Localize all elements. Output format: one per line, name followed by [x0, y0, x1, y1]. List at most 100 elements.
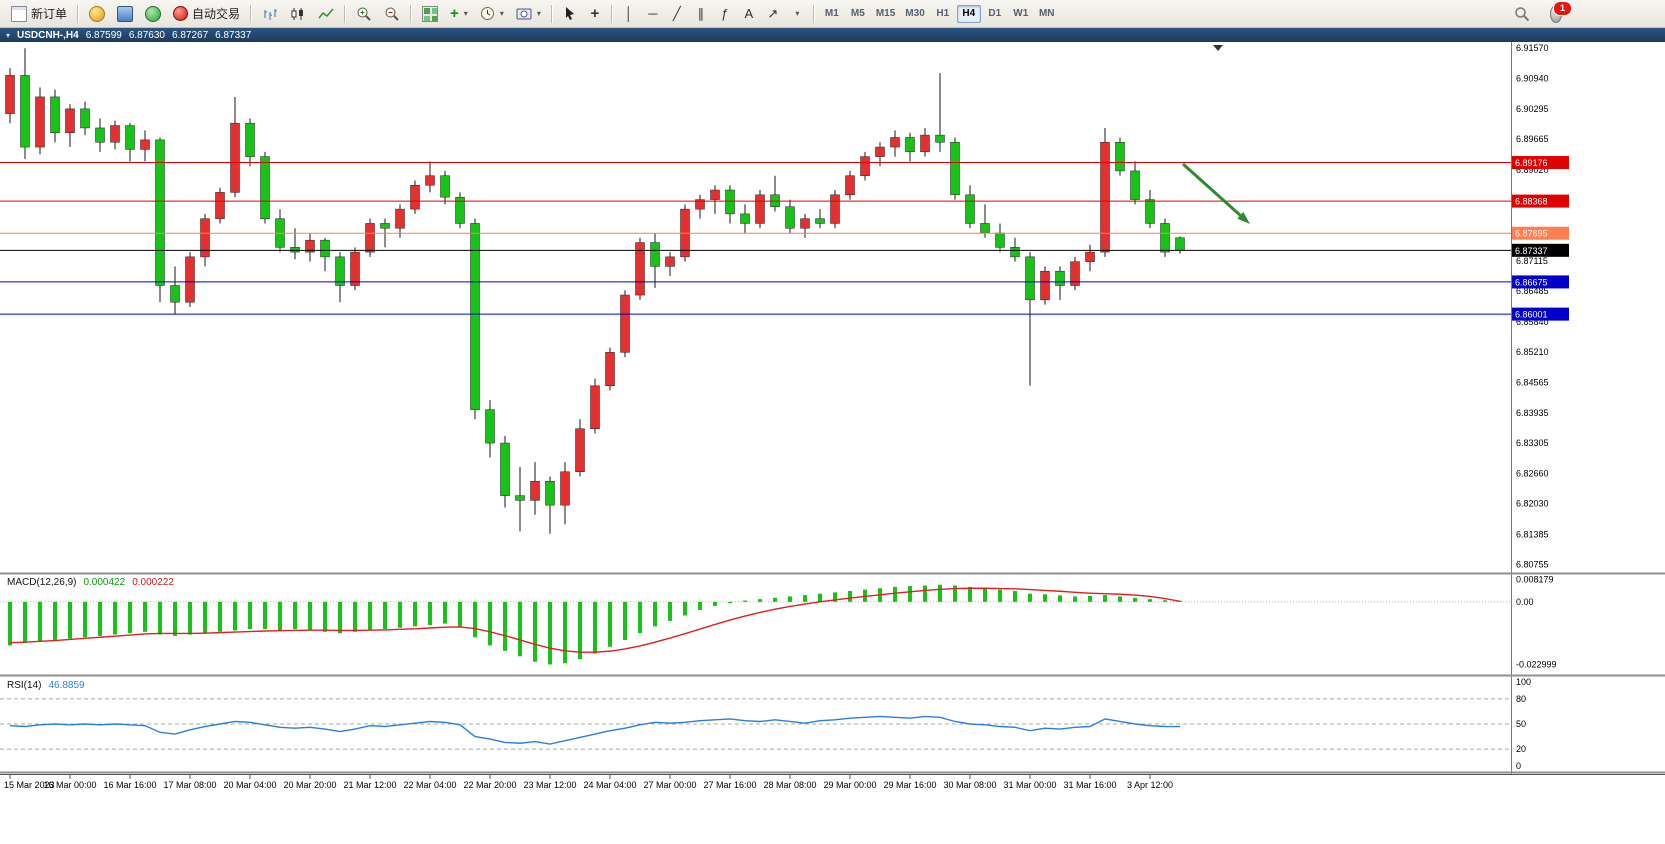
trendline-tool-button[interactable]: ╱ — [666, 3, 688, 25]
svg-text:6.86675: 6.86675 — [1515, 277, 1548, 287]
timeframe-m15[interactable]: M15 — [872, 5, 899, 23]
svg-text:6.80755: 6.80755 — [1516, 560, 1549, 570]
svg-text:6.86001: 6.86001 — [1515, 310, 1548, 320]
new-order-label: 新订单 — [31, 7, 68, 21]
svg-text:31 Mar 16:00: 31 Mar 16:00 — [1063, 780, 1116, 790]
svg-text:20 Mar 04:00: 20 Mar 04:00 — [223, 780, 276, 790]
template-button[interactable]: ▾ — [511, 3, 546, 25]
toolbar-separator — [610, 4, 613, 23]
svg-text:6.83305: 6.83305 — [1516, 438, 1549, 448]
timeframe-h4[interactable]: H4 — [956, 4, 981, 23]
period-button[interactable]: ▾ — [475, 3, 509, 25]
horizontal-line-icon: ─ — [648, 6, 658, 21]
zoom-out-button[interactable] — [379, 3, 405, 25]
svg-text:22 Mar 20:00: 22 Mar 20:00 — [463, 780, 516, 790]
toolbar-separator — [812, 4, 815, 23]
timeframe-w1[interactable]: W1 — [1009, 5, 1033, 23]
tile-windows-icon — [422, 5, 439, 22]
horizontal-line-tool-button[interactable]: ─ — [642, 3, 664, 25]
svg-text:16 Mar 00:00: 16 Mar 00:00 — [43, 780, 96, 790]
notifications-button[interactable]: 1 — [1545, 0, 1572, 24]
svg-text:6.84565: 6.84565 — [1516, 378, 1549, 388]
market-watch-button[interactable] — [84, 3, 110, 25]
toolbar-separator — [410, 4, 413, 23]
svg-text:6.81385: 6.81385 — [1516, 530, 1549, 540]
timeframe-m1[interactable]: M1 — [820, 5, 844, 23]
data-window-icon — [117, 5, 134, 22]
new-chart-button[interactable]: + ▾ — [445, 3, 473, 25]
channel-tool-button[interactable]: ∥ — [690, 3, 712, 25]
candles-layer — [5, 48, 1185, 534]
arrows-tool-button[interactable]: ↗ — [762, 3, 784, 25]
timeframe-m30[interactable]: M30 — [901, 5, 928, 23]
timeframe-h1[interactable]: H1 — [931, 5, 955, 23]
plus-icon: + — [450, 5, 459, 22]
crosshair-tool-button[interactable]: + — [584, 3, 606, 25]
ohlc-open: 6.87599 — [85, 29, 122, 41]
chart-candles-button[interactable] — [285, 3, 311, 25]
autotrading-icon — [173, 6, 189, 21]
svg-text:6.90295: 6.90295 — [1516, 104, 1549, 114]
zoom-in-button[interactable] — [351, 3, 377, 25]
toolbar-separator — [77, 4, 80, 23]
text-tool-button[interactable]: A — [738, 3, 760, 25]
svg-text:6.89020: 6.89020 — [1516, 165, 1549, 175]
vertical-line-tool-button[interactable]: │ — [618, 3, 640, 25]
chart-bars-button[interactable] — [257, 3, 283, 25]
collapse-icon: ▾ — [6, 30, 11, 40]
svg-text:0.008179: 0.008179 — [1516, 575, 1554, 585]
autotrading-label: 自动交易 — [192, 7, 241, 21]
chevron-down-icon: ▾ — [499, 9, 504, 18]
svg-text:29 Mar 16:00: 29 Mar 16:00 — [883, 780, 936, 790]
svg-text:80: 80 — [1516, 694, 1526, 704]
vertical-line-icon: │ — [624, 6, 633, 21]
ohlc-close: 6.87337 — [215, 29, 252, 41]
cursor-tool-button[interactable] — [558, 3, 582, 25]
timeframe-d1[interactable]: D1 — [983, 5, 1007, 23]
bar-chart-icon — [264, 8, 278, 20]
timeframe-m5[interactable]: M5 — [846, 5, 870, 23]
data-window-button[interactable] — [112, 3, 138, 25]
new-order-icon — [11, 5, 27, 22]
chart-line-button[interactable] — [313, 3, 339, 25]
ohlc-high: 6.87630 — [128, 29, 165, 41]
svg-text:6.90940: 6.90940 — [1516, 73, 1549, 83]
svg-text:100: 100 — [1516, 677, 1531, 687]
more-tools-button[interactable]: ▾ — [786, 3, 808, 25]
navigator-button[interactable] — [140, 3, 166, 25]
search-button[interactable] — [1509, 3, 1535, 25]
navigator-icon — [145, 5, 162, 22]
new-order-button[interactable]: 新订单 — [6, 3, 72, 25]
candlestick-chart-icon — [291, 7, 304, 20]
chart-symbol-title: USDCNH-,H4 — [17, 29, 79, 41]
svg-text:6.83935: 6.83935 — [1516, 408, 1549, 418]
chart-shift-marker — [1213, 45, 1223, 51]
svg-text:31 Mar 00:00: 31 Mar 00:00 — [1003, 780, 1056, 790]
tile-windows-button[interactable] — [417, 3, 443, 25]
svg-text:27 Mar 16:00: 27 Mar 16:00 — [703, 780, 756, 790]
cursor-icon — [565, 7, 574, 20]
notification-badge: 1 — [1553, 0, 1572, 16]
toolbar-separator — [250, 4, 253, 23]
fibonacci-tool-button[interactable]: ƒ — [714, 3, 736, 25]
market-watch-icon — [89, 5, 106, 22]
chevron-down-icon: ▾ — [463, 9, 468, 18]
svg-text:27 Mar 00:00: 27 Mar 00:00 — [643, 780, 696, 790]
svg-text:6.89665: 6.89665 — [1516, 134, 1549, 144]
search-icon — [1515, 6, 1530, 21]
svg-text:3 Apr 12:00: 3 Apr 12:00 — [1127, 780, 1173, 790]
svg-text:6.85210: 6.85210 — [1516, 347, 1549, 357]
chart-titlebar[interactable]: ▾ USDCNH-,H4 6.87599 6.87630 6.87267 6.8… — [0, 28, 1665, 42]
svg-text:6.89176: 6.89176 — [1515, 158, 1548, 168]
svg-text:6.86485: 6.86485 — [1516, 286, 1549, 296]
svg-text:20: 20 — [1516, 744, 1526, 754]
toolbar-right-cluster: 1 — [1509, 0, 1659, 25]
chevron-down-icon: ▾ — [536, 9, 541, 18]
svg-text:21 Mar 12:00: 21 Mar 12:00 — [343, 780, 396, 790]
autotrading-button[interactable]: 自动交易 — [168, 3, 245, 25]
timeframe-mn[interactable]: MN — [1035, 5, 1059, 23]
svg-text:6.82030: 6.82030 — [1516, 499, 1549, 509]
svg-text:29 Mar 00:00: 29 Mar 00:00 — [823, 780, 876, 790]
